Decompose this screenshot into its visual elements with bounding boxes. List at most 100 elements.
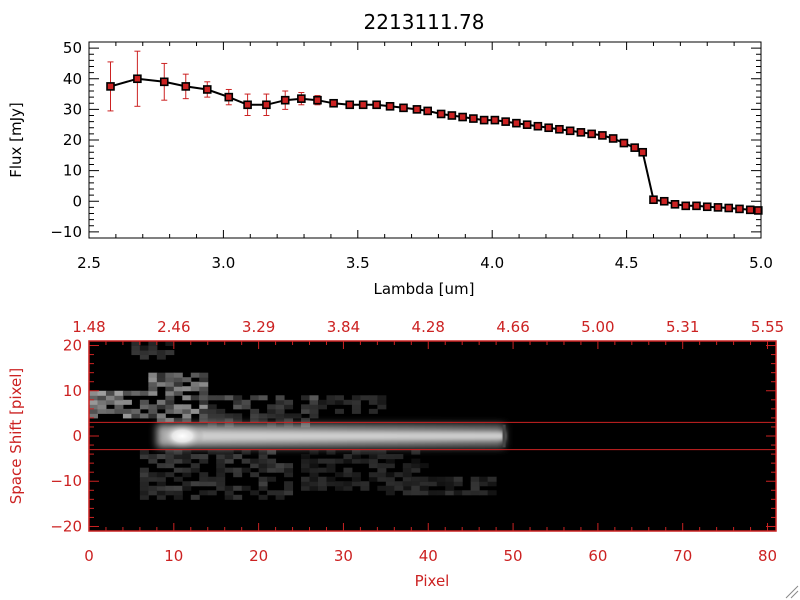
flux-point xyxy=(649,195,658,205)
flux-point xyxy=(501,117,510,126)
noise-pixel xyxy=(199,458,209,464)
noise-pixel xyxy=(377,476,387,482)
noise-pixel xyxy=(445,485,455,491)
noise-pixel xyxy=(309,458,319,464)
noise-pixel xyxy=(173,386,183,392)
spectral-image xyxy=(89,341,776,531)
flux-point xyxy=(754,206,763,215)
noise-pixel xyxy=(301,458,311,464)
noise-pixel xyxy=(258,485,268,491)
noise-pixel xyxy=(351,458,361,464)
noise-pixel xyxy=(224,458,234,464)
noise-pixel xyxy=(419,490,429,496)
noise-pixel xyxy=(199,390,209,396)
noise-pixel xyxy=(368,472,378,478)
noise-pixel xyxy=(470,485,480,491)
noise-pixel xyxy=(402,467,412,473)
bottom-x-tick-label: 80 xyxy=(758,547,777,565)
bottom-ylabel: Space Shift [pixel] xyxy=(7,368,25,505)
noise-pixel xyxy=(148,485,158,491)
flux-point xyxy=(297,94,306,103)
flux-plot: 2.5 3.0 3.5 4.0 4.5 5.0 −10 0 10 20 30 40 50 xyxy=(50,39,773,272)
noise-pixel xyxy=(250,458,260,464)
noise-pixel xyxy=(301,395,311,401)
top-x-tick-label: 3.0 xyxy=(211,254,235,272)
noise-pixel xyxy=(377,395,387,401)
noise-pixel xyxy=(89,395,98,401)
noise-pixel xyxy=(182,413,192,419)
noise-pixel xyxy=(122,390,132,396)
noise-pixel xyxy=(436,490,446,496)
noise-pixel xyxy=(250,417,260,423)
noise-pixel xyxy=(258,417,268,423)
flux-point xyxy=(630,143,639,152)
noise-pixel xyxy=(343,485,353,491)
flux-point xyxy=(385,102,395,111)
noise-pixel xyxy=(139,494,149,500)
noise-pixel xyxy=(156,476,166,482)
noise-pixel xyxy=(487,476,497,482)
top-x-tick-label: 4.5 xyxy=(615,254,639,272)
noise-pixel xyxy=(343,399,353,405)
noise-pixel xyxy=(343,467,353,473)
noise-pixel xyxy=(233,417,243,423)
noise-pixel xyxy=(156,350,166,356)
noise-pixel xyxy=(436,476,446,482)
flux-point xyxy=(598,131,607,140)
noise-pixel xyxy=(207,395,217,401)
noise-pixel xyxy=(428,481,438,487)
noise-pixel xyxy=(233,454,243,460)
flux-point xyxy=(202,85,212,94)
extraction-aperture xyxy=(89,421,776,451)
noise-pixel xyxy=(139,485,149,491)
noise-pixel xyxy=(284,472,294,478)
noise-pixel xyxy=(114,408,124,414)
noise-pixel xyxy=(309,481,319,487)
noise-pixel xyxy=(258,476,268,482)
flux-point xyxy=(329,98,338,108)
flux-point xyxy=(243,100,252,110)
noise-pixel xyxy=(360,395,370,401)
noise-pixel xyxy=(233,467,243,473)
noise-pixel xyxy=(394,481,404,487)
noise-pixel xyxy=(284,467,294,473)
noise-pixel xyxy=(216,485,226,491)
noise-pixel xyxy=(199,476,209,482)
noise-pixel xyxy=(97,404,107,410)
noise-pixel xyxy=(309,399,319,405)
noise-pixel xyxy=(156,485,166,491)
noise-pixel xyxy=(377,454,387,460)
noise-pixel xyxy=(165,458,175,464)
noise-pixel xyxy=(301,408,311,414)
bottom-y-tick-label: 10 xyxy=(63,382,82,400)
noise-pixel xyxy=(182,481,192,487)
noise-pixel xyxy=(190,467,200,473)
noise-pixel xyxy=(233,413,243,419)
noise-pixel xyxy=(216,449,226,455)
noise-pixel xyxy=(479,476,489,482)
noise-pixel xyxy=(105,408,115,414)
noise-pixel xyxy=(216,417,226,423)
noise-pixel xyxy=(318,404,327,410)
noise-pixel xyxy=(199,372,209,378)
noise-pixel xyxy=(89,408,98,414)
noise-pixel xyxy=(258,449,268,455)
noise-pixel xyxy=(351,481,361,487)
noise-pixel xyxy=(402,463,412,469)
flux-point xyxy=(724,203,734,213)
noise-pixel xyxy=(419,463,429,469)
noise-pixel xyxy=(402,481,412,487)
noise-pixel xyxy=(89,404,98,410)
noise-pixel xyxy=(394,485,404,491)
flux-point xyxy=(702,202,712,212)
noise-pixel xyxy=(267,490,277,496)
noise-pixel xyxy=(267,458,277,464)
flux-point xyxy=(106,82,115,91)
noise-pixel xyxy=(207,476,217,482)
resize-grip-icon[interactable] xyxy=(785,585,799,599)
noise-pixel xyxy=(351,408,361,414)
noise-pixel xyxy=(156,404,166,410)
noise-pixel xyxy=(148,377,158,383)
noise-pixel xyxy=(156,472,166,478)
noise-pixel xyxy=(343,458,353,464)
